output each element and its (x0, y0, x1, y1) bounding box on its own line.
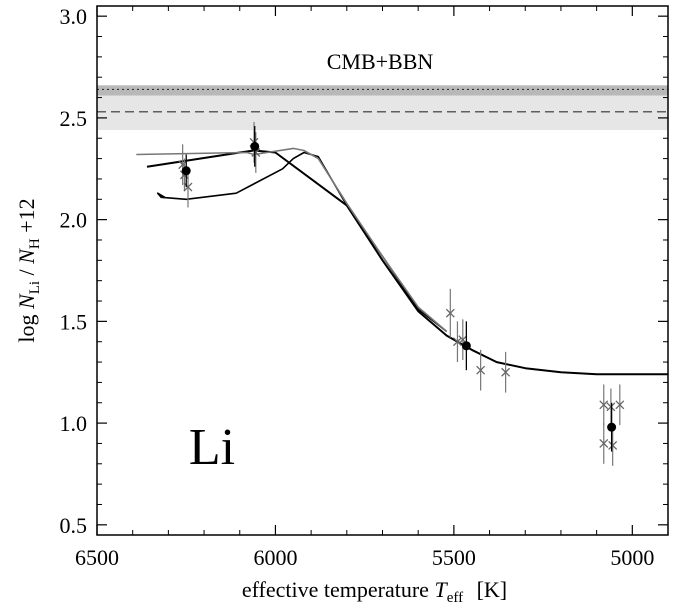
cross-mark-b (183, 182, 193, 192)
model-curve-1 (146, 149, 668, 376)
model-curve-2 (156, 151, 448, 333)
cross-mark-b (608, 441, 618, 450)
y-tick-label: 1.0 (60, 411, 88, 436)
cross-mark-b (615, 400, 625, 410)
element-label: Li (189, 419, 235, 476)
cross-mark-b (501, 367, 511, 377)
cross-point-12 (606, 388, 616, 426)
mean-point-3 (461, 321, 471, 371)
y-axis-label-h-subscript: H (27, 238, 43, 249)
cmb-bbn-label: CMB+BBN (327, 49, 434, 74)
cmb-inner-band (97, 85, 668, 96)
cross-point-14 (608, 425, 618, 466)
cross-mark-b (599, 400, 609, 410)
y-axis-label-log: log (14, 309, 39, 343)
y-axis-label-n-li: N (14, 293, 39, 310)
x-axis-label-symbol: T (434, 577, 448, 602)
y-axis-label-slash: / (14, 264, 39, 281)
model-curve-3 (136, 147, 448, 333)
y-axis-label-offset: +12 (14, 198, 39, 238)
y-tick-label: 0.5 (60, 513, 88, 538)
cmb-bbn-bands (97, 85, 668, 131)
x-axis-label-unit: [K] (477, 577, 508, 602)
cross-point-7 (452, 321, 462, 363)
y-tick-label: 1.5 (60, 309, 88, 334)
cross-point-5 (251, 132, 261, 173)
cross-mark-b (476, 365, 486, 375)
cross-mark-b (458, 335, 468, 345)
cross-mark-b (452, 337, 462, 347)
axis-ticks: 6500 6000 5500 5000 0.5 1.0 1.5 2.0 2.5 3.0 (60, 4, 669, 570)
x-tick-label: 6500 (75, 545, 119, 570)
mean-dot (607, 422, 617, 432)
model-curves (136, 147, 668, 376)
x-axis-label-main: effective temperature (242, 577, 429, 602)
cross-mark-b (445, 308, 455, 318)
x-tick-label: 5000 (610, 545, 654, 570)
mean-point-1 (181, 154, 191, 188)
y-axis-label-n-h: N (14, 248, 39, 265)
x-axis-label: effective temperature Teff [K] (242, 577, 507, 607)
mean-dot (461, 341, 471, 351)
cross-point-11 (599, 384, 609, 426)
y-axis-label-li-subscript: Li (27, 281, 43, 294)
mean-point-2 (250, 126, 260, 167)
data-points (178, 121, 625, 466)
y-tick-label: 3.0 (60, 4, 88, 29)
mean-dot (181, 166, 191, 176)
cross-point-6 (445, 288, 455, 338)
y-tick-label: 2.5 (60, 106, 88, 131)
x-tick-label: 6000 (253, 545, 297, 570)
y-tick-label: 2.0 (60, 208, 88, 233)
x-tick-label: 5500 (432, 545, 476, 570)
cross-mark-b (251, 148, 261, 157)
cross-point-1 (178, 144, 188, 186)
x-axis-label-subscript: eff (447, 590, 463, 606)
cross-mark-b (599, 438, 609, 448)
mean-point-4 (607, 402, 617, 452)
cross-mark-b (606, 402, 616, 412)
cross-point-15 (615, 384, 625, 426)
mean-dot (250, 141, 260, 151)
cross-point-9 (476, 349, 486, 391)
cross-point-13 (599, 423, 609, 464)
cross-mark-b (178, 160, 188, 170)
y-axis-label: log NLi / NH +12 (14, 198, 43, 342)
cross-point-10 (501, 351, 511, 393)
